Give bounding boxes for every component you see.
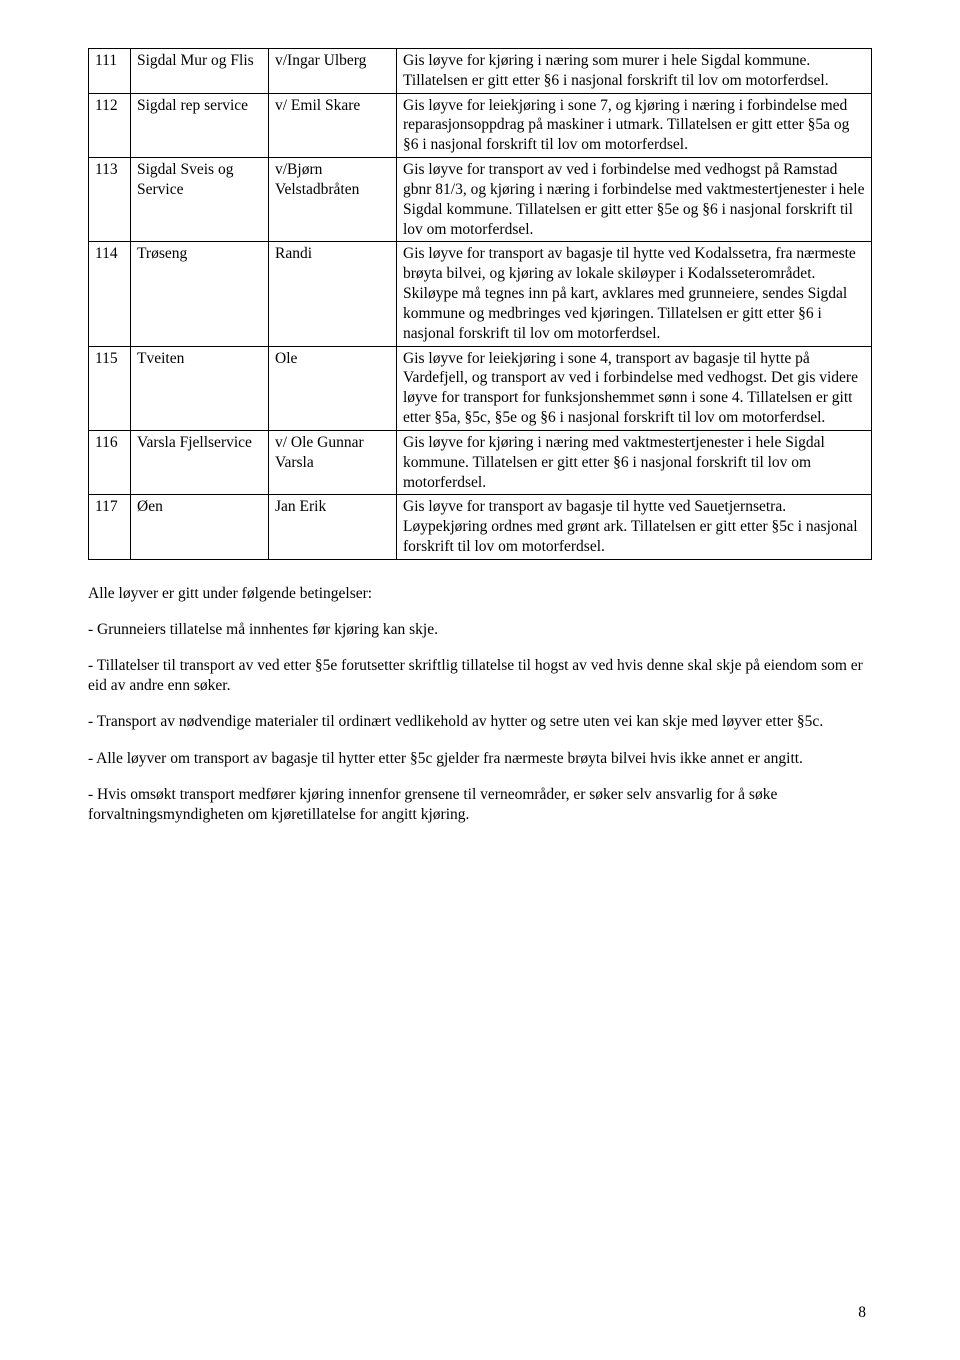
- table-row: 116 Varsla Fjellservice v/ Ole Gunnar Va…: [89, 430, 872, 494]
- cell-applicant: Sigdal Mur og Flis: [131, 49, 269, 94]
- cell-desc: Gis løyve for transport av bagasje til h…: [397, 495, 872, 559]
- cell-rep: Randi: [269, 242, 397, 346]
- cell-applicant: Øen: [131, 495, 269, 559]
- cell-rep: v/Bjørn Velstadbråten: [269, 158, 397, 242]
- cell-rep: v/ Ole Gunnar Varsla: [269, 430, 397, 494]
- cell-rep: Ole: [269, 346, 397, 430]
- cell-desc: Gis løyve for kjøring i næring med vaktm…: [397, 430, 872, 494]
- conditions-block: Alle løyver er gitt under følgende betin…: [88, 584, 872, 825]
- cell-desc: Gis løyve for transport av bagasje til h…: [397, 242, 872, 346]
- condition-item: - Grunneiers tillatelse må innhentes før…: [88, 620, 872, 640]
- cell-rep: v/ Emil Skare: [269, 93, 397, 157]
- table-row: 112 Sigdal rep service v/ Emil Skare Gis…: [89, 93, 872, 157]
- table-row: 117 Øen Jan Erik Gis løyve for transport…: [89, 495, 872, 559]
- condition-item: - Hvis omsøkt transport medfører kjøring…: [88, 785, 872, 825]
- cell-desc: Gis løyve for leiekjøring i sone 4, tran…: [397, 346, 872, 430]
- cell-applicant: Tveiten: [131, 346, 269, 430]
- cell-desc: Gis løyve for transport av ved i forbind…: [397, 158, 872, 242]
- condition-item: - Transport av nødvendige materialer til…: [88, 712, 872, 732]
- table-row: 111 Sigdal Mur og Flis v/Ingar Ulberg Gi…: [89, 49, 872, 94]
- cell-rep: v/Ingar Ulberg: [269, 49, 397, 94]
- table-row: 115 Tveiten Ole Gis løyve for leiekjørin…: [89, 346, 872, 430]
- cell-applicant: Sigdal rep service: [131, 93, 269, 157]
- cell-desc: Gis løyve for leiekjøring i sone 7, og k…: [397, 93, 872, 157]
- cell-number: 112: [89, 93, 131, 157]
- cell-number: 113: [89, 158, 131, 242]
- permits-table: 111 Sigdal Mur og Flis v/Ingar Ulberg Gi…: [88, 48, 872, 560]
- condition-item: - Tillatelser til transport av ved etter…: [88, 656, 872, 696]
- conditions-intro: Alle løyver er gitt under følgende betin…: [88, 584, 872, 604]
- table-row: 113 Sigdal Sveis og Service v/Bjørn Vels…: [89, 158, 872, 242]
- condition-item: - Alle løyver om transport av bagasje ti…: [88, 749, 872, 769]
- page: 111 Sigdal Mur og Flis v/Ingar Ulberg Gi…: [0, 0, 960, 1360]
- cell-rep: Jan Erik: [269, 495, 397, 559]
- cell-number: 111: [89, 49, 131, 94]
- cell-number: 116: [89, 430, 131, 494]
- cell-applicant: Sigdal Sveis og Service: [131, 158, 269, 242]
- cell-number: 114: [89, 242, 131, 346]
- table-row: 114 Trøseng Randi Gis løyve for transpor…: [89, 242, 872, 346]
- cell-desc: Gis løyve for kjøring i næring som murer…: [397, 49, 872, 94]
- cell-number: 117: [89, 495, 131, 559]
- cell-number: 115: [89, 346, 131, 430]
- cell-applicant: Varsla Fjellservice: [131, 430, 269, 494]
- page-number: 8: [858, 1304, 866, 1322]
- cell-applicant: Trøseng: [131, 242, 269, 346]
